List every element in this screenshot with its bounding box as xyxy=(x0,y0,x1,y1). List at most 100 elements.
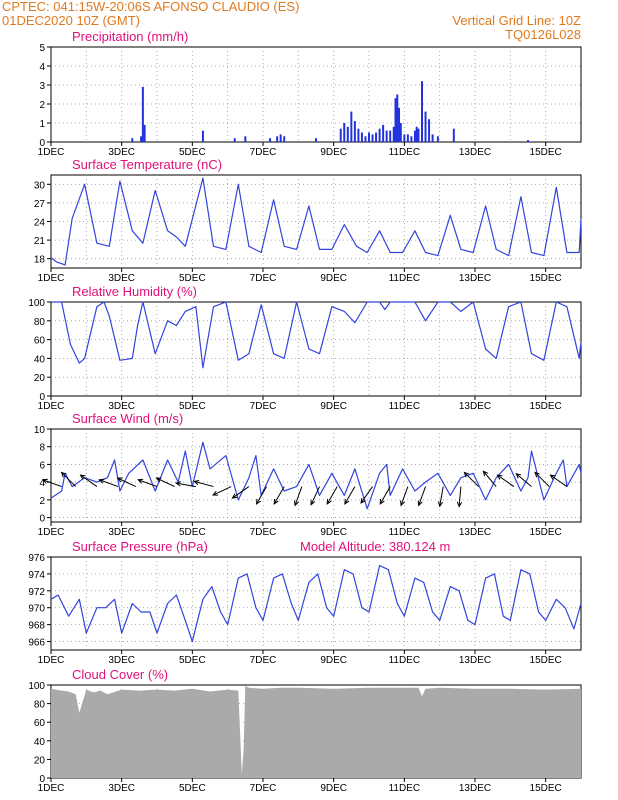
wind-arrow xyxy=(212,486,232,496)
precip-bar xyxy=(428,119,431,142)
wind-arrow xyxy=(42,479,62,488)
precip-ytick-label: 4 xyxy=(39,62,45,73)
rh-xtick-label: 1DEC xyxy=(38,401,65,412)
wind-arrow xyxy=(550,474,568,487)
wind-arrow-head xyxy=(137,478,144,484)
temp-xtick-label: 5DEC xyxy=(179,273,206,284)
precip-xtick-label: 3DEC xyxy=(108,147,135,158)
wind-arrow-head xyxy=(98,478,105,484)
temp-ytick-label: 21 xyxy=(34,236,46,247)
wind-arrow xyxy=(80,474,98,487)
temp-xtick-label: 3DEC xyxy=(108,273,135,284)
cloud-ytick-label: 0 xyxy=(39,774,45,785)
precip-bar xyxy=(406,134,409,142)
wind-title: Surface Wind (m/s) xyxy=(72,411,183,426)
wind-arrow-head xyxy=(155,477,162,483)
pres-xtick-label: 11DEC xyxy=(389,655,421,666)
cloud-xtick-label: 15DEC xyxy=(530,783,562,794)
pres-xtick-label: 9DEC xyxy=(320,655,347,666)
precip-ytick-label: 0 xyxy=(39,138,45,149)
cloud-xtick-label: 9DEC xyxy=(320,783,347,794)
rh-ytick-label: 40 xyxy=(34,354,46,365)
wind-arrow xyxy=(194,480,214,488)
temp-xtick-label: 13DEC xyxy=(459,273,491,284)
precip-bar xyxy=(368,132,370,142)
precip-bar xyxy=(371,134,374,142)
wind-arrow xyxy=(117,477,137,488)
wind-arrow-head xyxy=(60,471,67,478)
rh-ytick-label: 0 xyxy=(39,392,45,403)
wind-arrow xyxy=(464,472,479,487)
precip-bar xyxy=(396,94,399,142)
cloud-xtick-label: 1DEC xyxy=(38,783,65,794)
temp-title: Surface Temperature (nC) xyxy=(72,157,222,172)
wind-arrow xyxy=(515,473,532,487)
precip-bar xyxy=(350,111,353,142)
precip-bar xyxy=(339,128,342,142)
rh-xtick-label: 15DEC xyxy=(530,401,562,412)
wind-arrow-head xyxy=(255,498,261,505)
precip-bar xyxy=(244,136,247,142)
wind-arrow-head xyxy=(294,500,299,507)
wind-ytick-label: 0 xyxy=(39,514,45,525)
precip-bar xyxy=(140,136,143,142)
precip-bar xyxy=(385,130,388,142)
wind-arrow xyxy=(156,477,175,488)
precip-bar xyxy=(394,98,397,142)
precip-xtick-label: 1DEC xyxy=(38,147,65,158)
wind-arrow xyxy=(232,486,250,499)
precip-bar xyxy=(141,86,144,142)
precip-ytick-label: 3 xyxy=(39,81,45,92)
cloud-area xyxy=(51,685,581,778)
rh-xtick-label: 3DEC xyxy=(108,401,135,412)
precip-bar xyxy=(357,128,360,142)
wind-ytick-label: 2 xyxy=(39,496,45,507)
precip-title: Precipitation (mm/h) xyxy=(72,29,188,44)
wind-arrow xyxy=(400,486,409,506)
precip-bar xyxy=(360,132,363,142)
wind-arrow-head xyxy=(273,498,279,505)
precip-bar xyxy=(353,121,356,142)
wind-arrow xyxy=(273,486,285,505)
rh-ytick-label: 60 xyxy=(34,336,46,347)
pres-xtick-label: 5DEC xyxy=(179,655,206,666)
precip-bar xyxy=(415,126,418,142)
precip-bar xyxy=(421,81,423,142)
wind-xtick-label: 3DEC xyxy=(108,527,135,538)
temp-ytick-label: 30 xyxy=(34,180,46,191)
pres-ytick-label: 974 xyxy=(28,570,45,581)
cloud-xtick-label: 3DEC xyxy=(108,783,135,794)
temp-xtick-label: 7DEC xyxy=(250,273,277,284)
model-code: TQ0126L028 xyxy=(505,27,581,42)
cloud-xtick-label: 5DEC xyxy=(179,783,206,794)
wind-arrow xyxy=(256,486,267,505)
wind-arrow-head xyxy=(79,474,86,480)
precip-bar xyxy=(343,123,346,142)
cloud-ytick-label: 40 xyxy=(34,737,46,748)
wind-arrow xyxy=(534,472,550,487)
station-header: CPTEC: 041:15W-20:06S AFONSO CLAUDIO (ES… xyxy=(2,0,300,14)
rh-title: Relative Humidity (%) xyxy=(72,284,197,299)
precip-bar xyxy=(424,111,427,142)
pres-ytick-label: 968 xyxy=(28,621,45,632)
wind-ytick-label: 8 xyxy=(39,443,45,454)
precip-bar xyxy=(131,138,134,142)
pres-series-line xyxy=(50,564,582,643)
wind-arrow xyxy=(61,472,77,487)
wind-xtick-label: 11DEC xyxy=(389,527,421,538)
precip-bar xyxy=(346,126,349,142)
precip-bar xyxy=(410,136,413,142)
rh-ytick-label: 20 xyxy=(34,373,46,384)
precip-bar xyxy=(279,134,282,142)
precip-ytick-label: 2 xyxy=(39,100,45,111)
temp-ytick-label: 27 xyxy=(34,199,46,210)
precip-xtick-label: 15DEC xyxy=(530,147,562,158)
model-altitude: Model Altitude: 380.124 m xyxy=(300,539,450,554)
precip-bar xyxy=(143,124,146,142)
temp-ytick-label: 24 xyxy=(34,218,46,229)
precip-bar xyxy=(392,126,395,142)
rh-xtick-label: 9DEC xyxy=(320,401,347,412)
precip-bar xyxy=(269,138,272,142)
wind-arrow-head xyxy=(417,500,423,507)
precip-xtick-label: 11DEC xyxy=(389,147,421,158)
